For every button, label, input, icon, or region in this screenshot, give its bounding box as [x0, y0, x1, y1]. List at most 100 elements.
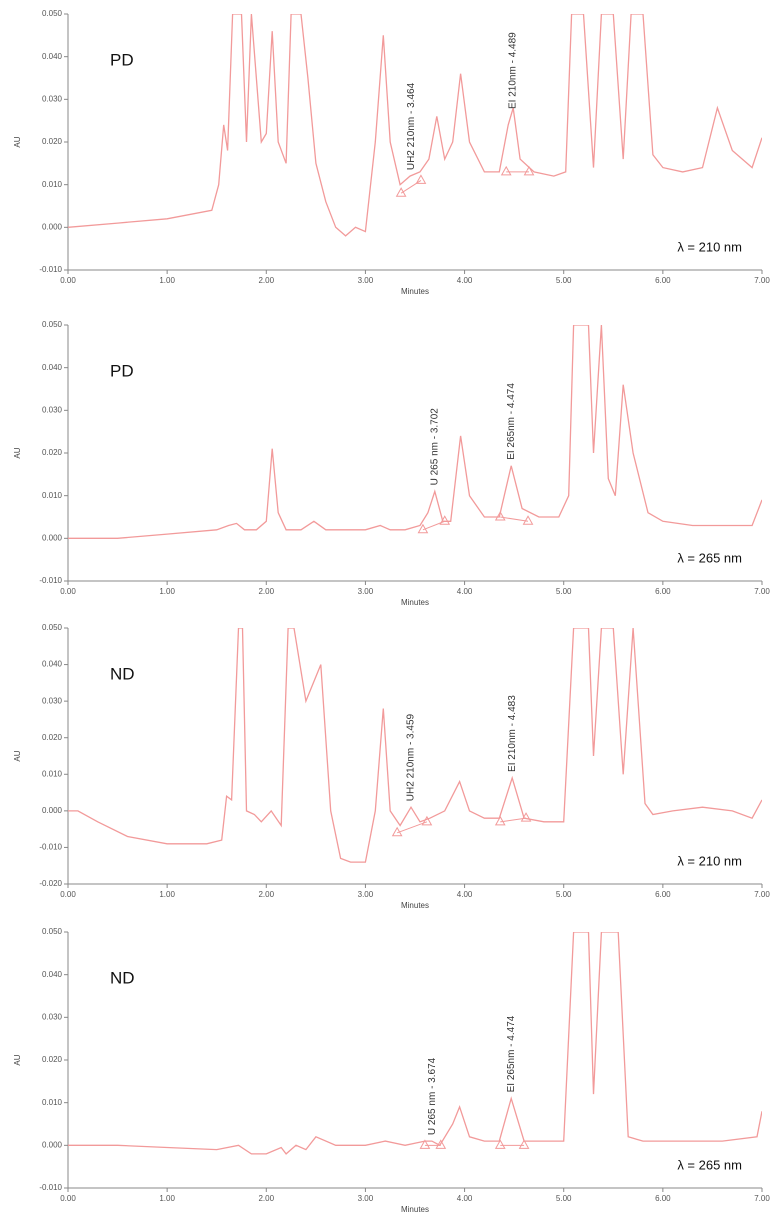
baseline-segment — [422, 520, 445, 531]
y-tick-label: 0.010 — [42, 491, 63, 500]
y-tick-label: 0.030 — [42, 1012, 63, 1021]
y-tick-label: 0.050 — [42, 9, 63, 18]
x-axis-label: Minutes — [401, 901, 429, 910]
x-tick-label: 5.00 — [556, 276, 572, 285]
y-tick-label: 0.040 — [42, 660, 63, 669]
integration-marker — [439, 515, 451, 525]
y-tick-label: -0.010 — [39, 265, 62, 274]
y-tick-label: -0.010 — [39, 1183, 62, 1192]
x-tick-label: 2.00 — [258, 890, 274, 899]
y-tick-label: 0.030 — [42, 94, 63, 103]
y-tick-label: -0.010 — [39, 843, 62, 852]
x-tick-label: 3.00 — [358, 276, 374, 285]
y-tick-label: 0.020 — [42, 448, 63, 457]
peak-label: EI 210nm - 4.483 — [507, 695, 518, 772]
integration-marker — [494, 510, 506, 521]
x-axis-label: Minutes — [401, 1205, 429, 1214]
wavelength-label: λ = 210 nm — [677, 239, 742, 254]
y-axis-label: AU — [13, 447, 22, 458]
integration-marker — [520, 812, 532, 822]
x-tick-label: 6.00 — [655, 587, 671, 596]
integration-marker — [415, 174, 427, 184]
x-tick-label: 5.00 — [556, 890, 572, 899]
x-tick-label: 4.00 — [457, 890, 473, 899]
y-tick-label: -0.010 — [39, 576, 62, 585]
y-tick-label: 0.000 — [42, 1140, 63, 1149]
integration-marker — [523, 165, 535, 176]
chart-panel: -0.010 0.000 0.010 0.020 0.030 0.040 0.050 0.00… — [13, 9, 770, 296]
x-tick-label: 6.00 — [655, 276, 671, 285]
x-tick-label: 3.00 — [358, 890, 374, 899]
x-tick-label: 0.00 — [60, 587, 76, 596]
x-tick-label: 4.00 — [457, 587, 473, 596]
y-tick-label: 0.040 — [42, 970, 63, 979]
x-tick-label: 1.00 — [159, 587, 175, 596]
chart-panel: -0.010 0.000 0.010 0.020 0.030 0.040 0.050 0.00… — [13, 927, 770, 1214]
wavelength-label: λ = 265 nm — [677, 1157, 742, 1172]
x-tick-label: 0.00 — [60, 1194, 76, 1203]
wavelength-label: λ = 210 nm — [677, 853, 742, 868]
x-tick-label: 2.00 — [258, 1194, 274, 1203]
wavelength-label: λ = 265 nm — [677, 550, 742, 565]
integration-marker — [494, 1139, 506, 1149]
chromatogram-line — [68, 628, 762, 863]
x-tick-label: 2.00 — [258, 276, 274, 285]
sample-label: ND — [110, 664, 135, 683]
integration-marker — [435, 1139, 447, 1149]
integration-marker — [419, 1139, 431, 1149]
peak-label: EI 265nm - 4.474 — [506, 383, 517, 460]
integration-marker — [494, 815, 506, 826]
integration-marker — [395, 187, 407, 197]
y-tick-label: 0.030 — [42, 405, 63, 414]
chart-panel: -0.010 0.000 0.010 0.020 0.030 0.040 0.050 0.00… — [13, 320, 770, 607]
baseline-segment — [500, 516, 529, 522]
y-tick-label: 0.000 — [42, 222, 63, 231]
y-axis-label: AU — [13, 1054, 22, 1065]
sample-label: PD — [110, 50, 134, 69]
chromatogram-line — [68, 14, 762, 237]
x-tick-label: 0.00 — [60, 276, 76, 285]
x-tick-label: 1.00 — [159, 1194, 175, 1203]
baseline-segment — [396, 821, 428, 834]
x-tick-label: 0.00 — [60, 890, 76, 899]
x-tick-label: 4.00 — [457, 1194, 473, 1203]
sample-label: ND — [110, 968, 135, 987]
chromatogram-line — [68, 932, 762, 1155]
chromatogram-line — [68, 325, 762, 539]
y-tick-label: 0.000 — [42, 533, 63, 542]
sample-label: PD — [110, 361, 134, 380]
peak-label: UH2 210nm - 3.464 — [406, 82, 417, 170]
x-tick-label: 7.00 — [754, 587, 770, 596]
y-tick-label: 0.010 — [42, 769, 63, 778]
y-tick-label: 0.050 — [42, 927, 63, 936]
peak-label: EI 210nm - 4.489 — [508, 32, 519, 109]
peak-label: U 265 nm - 3.702 — [430, 408, 441, 486]
y-tick-label: 0.050 — [42, 623, 63, 632]
x-tick-label: 4.00 — [457, 276, 473, 285]
y-tick-label: 0.010 — [42, 1098, 63, 1107]
integration-marker — [522, 515, 534, 525]
x-tick-label: 5.00 — [556, 587, 572, 596]
chart-panel: -0.020 -0.010 0.000 0.010 0.020 0.030 0.040 0.0… — [13, 623, 770, 910]
y-tick-label: 0.040 — [42, 363, 63, 372]
y-tick-label: 0.020 — [42, 733, 63, 742]
x-tick-label: 6.00 — [655, 890, 671, 899]
x-tick-label: 1.00 — [159, 276, 175, 285]
peak-label: UH2 210nm - 3.459 — [406, 713, 417, 801]
y-tick-label: 0.050 — [42, 320, 63, 329]
peak-label: U 265 nm - 3.674 — [427, 1057, 438, 1135]
y-tick-label: 0.040 — [42, 52, 63, 61]
x-tick-label: 5.00 — [556, 1194, 572, 1203]
integration-marker — [518, 1139, 530, 1149]
x-tick-label: 2.00 — [258, 587, 274, 596]
y-tick-label: -0.020 — [39, 879, 62, 888]
integration-marker — [421, 815, 433, 826]
x-tick-label: 7.00 — [754, 1194, 770, 1203]
x-tick-label: 3.00 — [358, 587, 374, 596]
y-tick-label: 0.030 — [42, 696, 63, 705]
x-tick-label: 3.00 — [358, 1194, 374, 1203]
y-tick-label: 0.020 — [42, 137, 63, 146]
x-axis-label: Minutes — [401, 287, 429, 296]
x-axis-label: Minutes — [401, 598, 429, 607]
